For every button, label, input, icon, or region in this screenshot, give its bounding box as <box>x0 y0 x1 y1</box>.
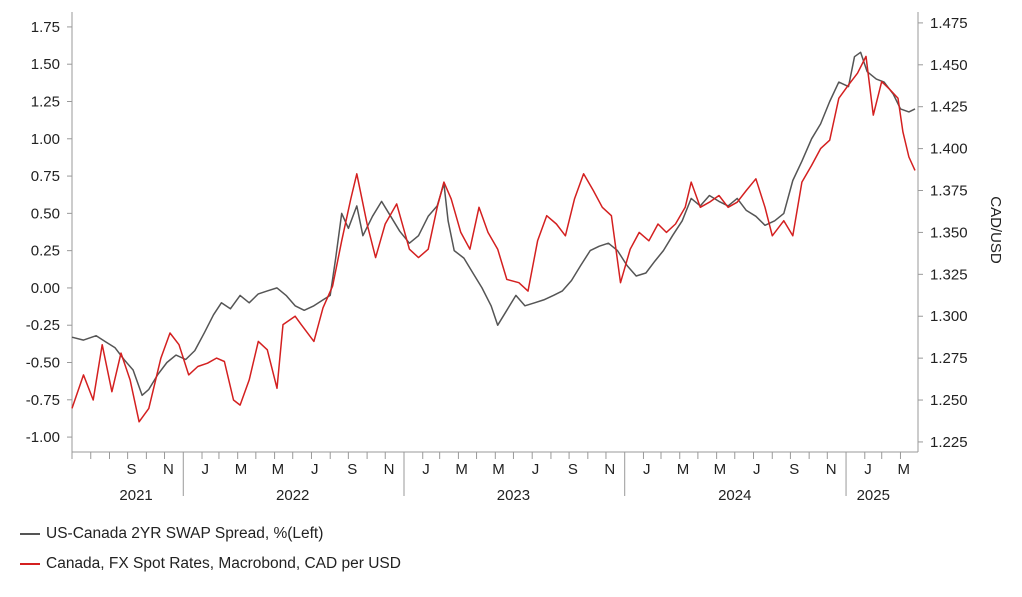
left-axis-tick-label: 1.50 <box>31 56 60 73</box>
left-axis-tick-labels: 1.75 1.50 1.25 1.00 0.75 0.50 0.25 0.00 -0.25 -0.… <box>26 19 72 446</box>
left-axis-tick-label: -0.25 <box>26 317 60 334</box>
x-month-label: M <box>235 461 248 478</box>
series-line-swap-spread <box>71 51 916 397</box>
right-axis-tick-label: 1.275 <box>930 350 968 367</box>
x-month-label: M <box>677 461 690 478</box>
legend-label-swap-spread: US-Canada 2YR SWAP Spread, %(Left) <box>46 525 324 542</box>
left-axis-tick-label: 0.75 <box>31 168 60 185</box>
right-axis-tick-label: 1.425 <box>930 99 968 116</box>
x-month-label: S <box>126 461 136 478</box>
x-month-label: M <box>897 461 910 478</box>
legend-label-fx-spot: Canada, FX Spot Rates, Macrobond, CAD pe… <box>46 555 401 572</box>
left-axis-tick-label: -0.75 <box>26 392 60 409</box>
left-axis-tick-label: 1.00 <box>31 131 60 148</box>
right-axis-tick-labels: 1.475 1.450 1.425 1.400 1.375 1.350 1.325 1.300… <box>918 15 968 451</box>
series-layer <box>71 51 916 423</box>
x-year-label: 2022 <box>276 487 309 504</box>
x-month-label: N <box>604 461 615 478</box>
legend-swatch-swap-spread <box>20 533 40 535</box>
x-axis-tick-labels: S N J M M J S N J M M J S N J M M J S N J M 2021 2022 2023 2024 20… <box>71 452 910 504</box>
legend: US-Canada 2YR SWAP Spread, %(Left) Canad… <box>20 519 401 579</box>
left-axis-tick-label: -0.50 <box>26 355 60 372</box>
left-axis-tick-label: 1.75 <box>31 19 60 36</box>
x-year-label: 2025 <box>857 487 890 504</box>
x-month-label: J <box>422 461 430 478</box>
x-month-label: J <box>311 461 319 478</box>
x-month-label: M <box>272 461 285 478</box>
x-month-label: N <box>826 461 837 478</box>
right-axis-tick-label: 1.225 <box>930 434 968 451</box>
right-axis-tick-label: 1.325 <box>930 266 968 283</box>
x-month-label: J <box>202 461 210 478</box>
x-year-label: 2024 <box>718 487 751 504</box>
x-month-label: M <box>455 461 468 478</box>
right-axis-tick-label: 1.375 <box>930 183 968 200</box>
x-year-label: 2023 <box>497 487 530 504</box>
left-axis-tick-label: 0.50 <box>31 205 60 222</box>
right-axis-tick-label: 1.350 <box>930 224 968 241</box>
x-month-label: J <box>643 461 651 478</box>
series-line-fx-spot <box>71 55 916 423</box>
x-month-label: J <box>864 461 872 478</box>
x-year-label: 2021 <box>119 487 152 504</box>
left-axis-tick-label: 1.25 <box>31 93 60 110</box>
legend-swatch-fx-spot <box>20 563 40 565</box>
right-axis-tick-label: 1.475 <box>930 15 968 32</box>
x-month-label: S <box>789 461 799 478</box>
x-month-label: S <box>347 461 357 478</box>
right-axis-tick-label: 1.300 <box>930 308 968 325</box>
x-month-label: J <box>532 461 540 478</box>
left-axis-tick-label: -1.00 <box>26 429 60 446</box>
left-axis-tick-label: 0.25 <box>31 243 60 260</box>
left-axis-tick-label: 0.00 <box>31 280 60 297</box>
x-month-label: J <box>753 461 761 478</box>
x-month-label: N <box>384 461 395 478</box>
legend-item-fx-spot: Canada, FX Spot Rates, Macrobond, CAD pe… <box>20 549 401 579</box>
x-month-label: M <box>492 461 505 478</box>
right-axis-tick-label: 1.400 <box>930 141 968 158</box>
x-month-label: S <box>568 461 578 478</box>
right-axis-tick-label: 1.250 <box>930 392 968 409</box>
x-month-label: N <box>163 461 174 478</box>
right-axis-tick-label: 1.450 <box>930 57 968 74</box>
legend-item-swap-spread: US-Canada 2YR SWAP Spread, %(Left) <box>20 519 401 549</box>
x-month-label: M <box>714 461 727 478</box>
right-axis-title: CAD/USD <box>987 196 1004 264</box>
